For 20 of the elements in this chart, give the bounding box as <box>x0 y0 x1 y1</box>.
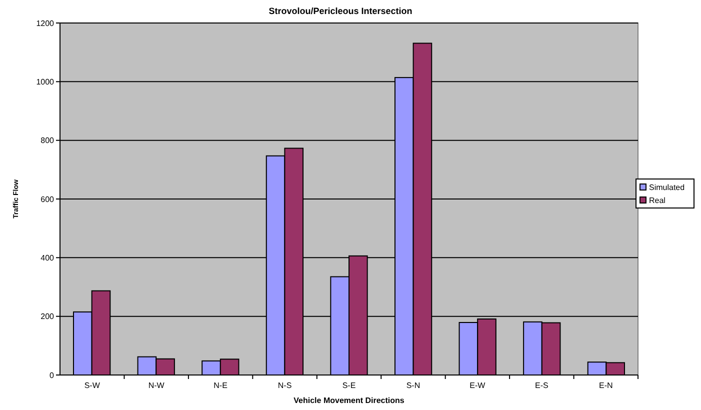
y-tick-label: 200 <box>40 312 55 322</box>
x-tick-label: E-N <box>599 381 613 390</box>
y-tick-label: 1000 <box>36 77 55 86</box>
legend-label: Real <box>649 196 666 205</box>
y-tick-label: 0 <box>50 370 55 380</box>
x-tick-label: E-S <box>534 381 548 390</box>
x-tick-label: S-E <box>342 381 356 390</box>
x-tick-label: S-N <box>406 381 420 390</box>
x-tick-label: S-W <box>84 381 100 390</box>
chart-title: Strovolou/Pericleous Intersection <box>268 6 412 16</box>
x-tick-label: N-S <box>278 381 292 390</box>
x-axis-title: Vehicle Movement Directions <box>294 396 405 405</box>
y-tick-label: 1200 <box>36 18 55 28</box>
y-tick-label: 600 <box>40 194 55 204</box>
y-tick-label: 800 <box>40 136 55 146</box>
x-tick-label: N-E <box>214 381 228 390</box>
legend-label: Simulated <box>649 183 685 192</box>
x-tick-label: N-W <box>148 381 165 390</box>
y-tick-label: 400 <box>40 253 55 262</box>
x-tick-label: E-W <box>470 381 486 390</box>
